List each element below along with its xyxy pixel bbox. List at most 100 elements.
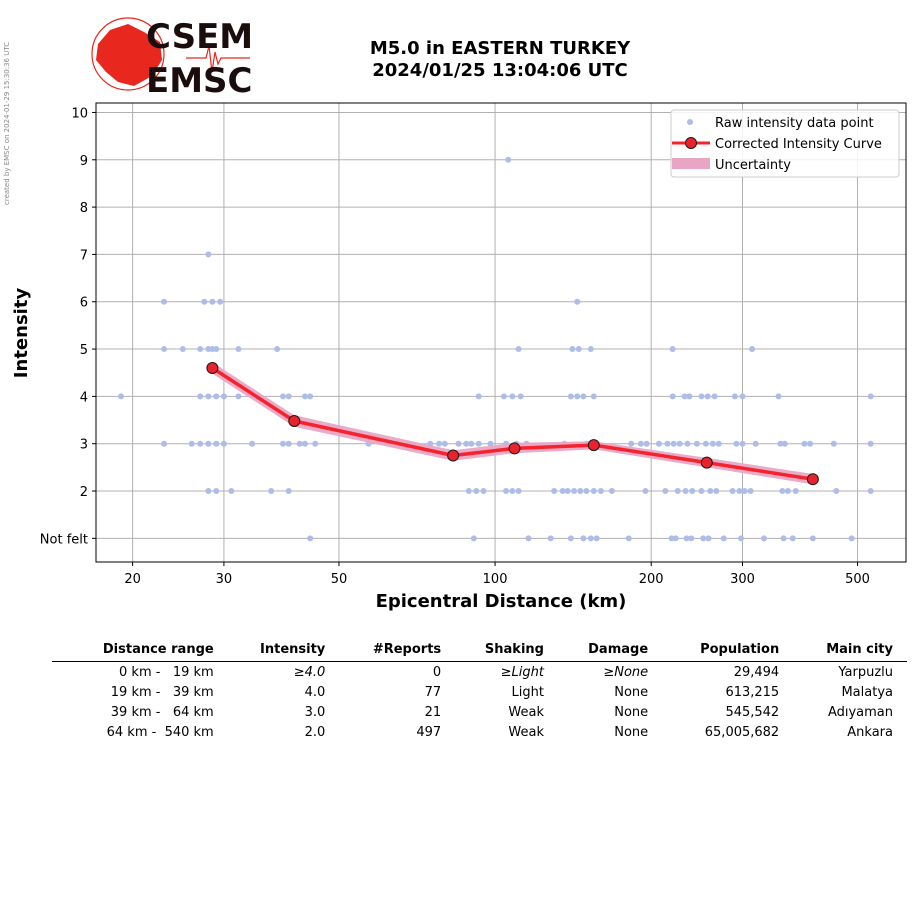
legend-curve-marker <box>685 137 697 149</box>
raw-data-point <box>268 488 275 495</box>
raw-data-point <box>188 440 195 447</box>
raw-data-point <box>228 488 235 495</box>
raw-data-point <box>637 440 644 447</box>
raw-data-point <box>715 440 722 447</box>
raw-data-point <box>709 440 716 447</box>
raw-data-point <box>689 488 696 495</box>
logo-seismogram <box>186 45 250 73</box>
header-main-city: Main city <box>793 640 907 662</box>
raw-data-point <box>274 346 281 353</box>
raw-data-point <box>704 393 711 400</box>
raw-data-point <box>760 535 767 542</box>
raw-data-point <box>480 488 487 495</box>
raw-data-point <box>698 488 705 495</box>
raw-data-point <box>213 393 220 400</box>
raw-data-point <box>475 440 482 447</box>
header-damage: Damage <box>557 640 663 662</box>
csem-emsc-logo: CSEM EMSC <box>91 17 253 100</box>
raw-data-point <box>505 156 512 163</box>
y-tick-label: 9 <box>80 154 88 169</box>
raw-data-point <box>625 535 632 542</box>
raw-data-point <box>807 440 814 447</box>
raw-data-point <box>217 298 224 305</box>
raw-data-point <box>500 393 507 400</box>
table-row: 39 km - 64 km 3.0 21 Weak None 545,542 A… <box>52 702 907 722</box>
raw-data-point <box>780 535 787 542</box>
cell-shaking: ≥Light <box>500 665 544 680</box>
raw-data-point <box>781 440 788 447</box>
raw-data-point <box>161 346 168 353</box>
cell-reports: 497 <box>416 725 442 740</box>
raw-data-point <box>867 488 874 495</box>
raw-data-point <box>197 393 204 400</box>
raw-data-point <box>517 393 524 400</box>
raw-data-point <box>669 393 676 400</box>
raw-data-point <box>509 393 516 400</box>
raw-data-point <box>220 440 227 447</box>
cell-city: Ankara <box>847 725 893 740</box>
raw-data-point <box>848 535 855 542</box>
raw-data-point <box>197 346 204 353</box>
raw-data-point <box>720 535 727 542</box>
y-tick-label: 4 <box>80 390 88 405</box>
raw-data-point <box>608 488 615 495</box>
raw-data-point <box>470 535 477 542</box>
x-tick-label: 30 <box>216 572 233 587</box>
raw-data-point <box>670 440 677 447</box>
raw-data-point <box>205 488 212 495</box>
raw-data-point <box>590 393 597 400</box>
raw-data-point <box>525 535 532 542</box>
cell-range: 39 km - 64 km <box>110 705 214 720</box>
y-tick-label: 5 <box>80 343 88 358</box>
raw-data-point <box>569 346 576 353</box>
raw-data-point <box>201 298 208 305</box>
curve-point <box>288 414 301 427</box>
raw-data-point <box>662 488 669 495</box>
curve-point <box>447 449 460 462</box>
raw-data-point <box>702 440 709 447</box>
raw-data-point <box>587 535 594 542</box>
raw-data-point <box>676 440 683 447</box>
cell-shaking: Weak <box>508 705 544 720</box>
raw-data-point <box>583 488 590 495</box>
raw-data-point <box>280 393 287 400</box>
raw-data-point <box>547 535 554 542</box>
raw-data-point <box>197 440 204 447</box>
raw-data-point <box>686 393 693 400</box>
raw-data-point <box>235 393 242 400</box>
legend-uncertainty-swatch <box>672 158 710 169</box>
raw-data-point <box>473 488 480 495</box>
raw-data-point <box>789 535 796 542</box>
raw-data-point <box>205 393 212 400</box>
raw-data-point <box>475 393 482 400</box>
raw-data-point <box>739 393 746 400</box>
raw-data-point <box>249 440 256 447</box>
raw-data-point <box>833 488 840 495</box>
raw-data-point <box>684 440 691 447</box>
y-tick-label: 7 <box>80 248 88 263</box>
cell-population: 29,494 <box>733 665 780 680</box>
header-intensity: Intensity <box>227 640 340 662</box>
raw-data-point <box>830 440 837 447</box>
y-tick-label: 3 <box>80 438 88 453</box>
raw-data-point <box>307 393 314 400</box>
raw-data-point <box>463 440 470 447</box>
raw-data-point <box>235 346 242 353</box>
cell-city: Adıyaman <box>827 705 893 720</box>
cell-shaking: Weak <box>508 725 544 740</box>
raw-data-point <box>731 393 738 400</box>
cell-intensity: 4.0 <box>304 685 326 700</box>
raw-data-point <box>503 488 510 495</box>
distance-summary-table: Distance range Intensity #Reports Shakin… <box>52 640 907 742</box>
raw-data-point <box>296 440 303 447</box>
intensity-chart: 20 30 50 100 200 300 500 Not felt 2 3 4 5 6 7 8 9 10 Epi… <box>11 102 907 612</box>
raw-data-point <box>436 440 443 447</box>
raw-data-point <box>643 440 650 447</box>
cell-intensity: 3.0 <box>304 705 326 720</box>
cell-range: 0 km - 19 km <box>119 665 214 680</box>
raw-data-point <box>161 440 168 447</box>
legend-uncertainty-label: Uncertainty <box>715 158 791 173</box>
raw-data-point <box>792 488 799 495</box>
y-tick-label: Not felt <box>40 532 88 547</box>
y-tick-label: 8 <box>80 201 88 216</box>
